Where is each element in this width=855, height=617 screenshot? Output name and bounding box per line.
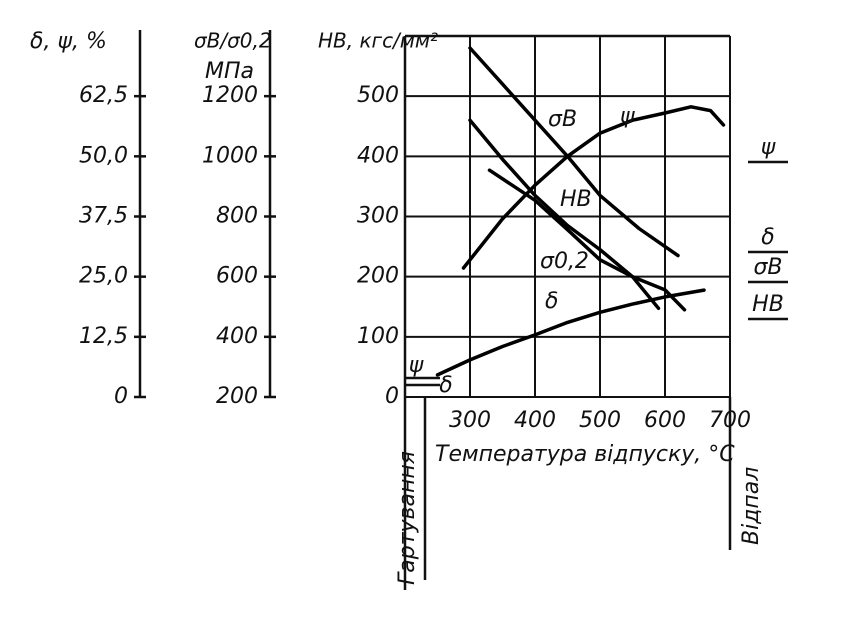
series-line	[468, 118, 661, 311]
y2-tick-label: 1200	[202, 83, 258, 108]
curve-label: δ	[545, 289, 558, 314]
y2-tick-label: 1000	[202, 143, 258, 168]
y-axis-label: HB, кгс/мм²	[318, 29, 438, 53]
y-tick-label: 200	[357, 264, 399, 289]
legend-label: ψ	[761, 135, 776, 160]
quench-label: ψ	[409, 353, 424, 378]
y3-tick-label: 62,5	[79, 83, 128, 108]
y2-tick-label: 800	[216, 204, 258, 229]
curve-label: σB	[548, 107, 577, 132]
legend-label: HB	[752, 292, 784, 317]
y2-axis-unit: МПа	[205, 59, 254, 84]
legend-label: σB	[753, 255, 782, 280]
y-tick-label: 300	[357, 204, 399, 229]
x-tick-label: 300	[449, 408, 491, 433]
right-zone-label: Відпал	[739, 467, 764, 545]
curve-label: σ0,2	[540, 249, 589, 274]
series-line	[487, 168, 687, 312]
y3-tick-label: 37,5	[79, 204, 128, 229]
y2-tick-label: 200	[216, 384, 258, 409]
x-axis-label: Температура відпуску, °C	[435, 442, 735, 467]
legend-label: δ	[761, 225, 774, 250]
y2-tick-label: 600	[216, 264, 258, 289]
y3-tick-label: 0	[114, 384, 128, 409]
y3-axis-label: δ, ψ, %	[30, 29, 107, 54]
y-tick-label: 400	[357, 143, 399, 168]
y2-axis-label: σB/σ0,2	[194, 29, 272, 53]
series-line	[435, 288, 706, 377]
y-tick-label: 500	[357, 83, 399, 108]
quench-label: δ	[439, 373, 452, 398]
y-tick-label: 0	[385, 384, 399, 409]
y3-tick-label: 50,0	[79, 143, 128, 168]
x-tick-label: 500	[579, 408, 621, 433]
x-tick-label: 600	[644, 408, 686, 433]
y2-tick-label: 400	[216, 324, 258, 349]
curve-label: ψ	[620, 104, 635, 129]
x-tick-label: 400	[514, 408, 556, 433]
left-zone-label: Гартування	[395, 451, 420, 585]
curve-label: HB	[560, 187, 592, 212]
x-tick-label: 700	[709, 408, 751, 433]
y3-tick-label: 12,5	[79, 324, 128, 349]
series-line	[461, 105, 726, 270]
y3-tick-label: 25,0	[79, 264, 128, 289]
y-tick-label: 100	[357, 324, 399, 349]
